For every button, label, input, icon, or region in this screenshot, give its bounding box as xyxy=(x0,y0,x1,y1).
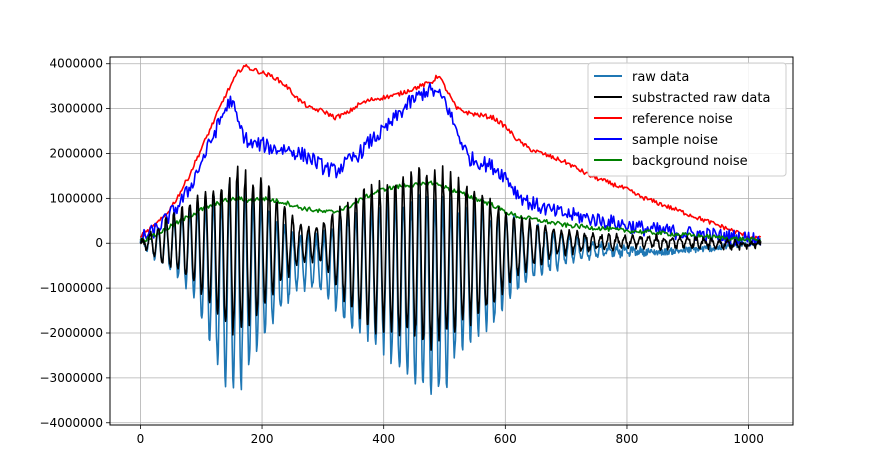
legend-label-raw-data: raw data xyxy=(632,70,689,85)
legend: raw data substracted raw data reference no… xyxy=(587,62,787,177)
x-tick-label: 0 xyxy=(137,432,145,446)
y-tick-label: −2000000 xyxy=(40,326,104,340)
y-tick-label: −1000000 xyxy=(40,281,104,295)
x-tick-label: 200 xyxy=(251,432,274,446)
y-tick-label: 4000000 xyxy=(50,57,103,71)
plot-area xyxy=(139,63,762,396)
legend-box xyxy=(587,62,787,177)
series-substracted-raw-data xyxy=(139,165,762,351)
y-tick-label: 1000000 xyxy=(50,191,103,205)
legend-label-reference-noise: reference noise xyxy=(632,112,733,127)
y-tick-label: −4000000 xyxy=(40,416,104,430)
legend-label-substracted-raw-data: substracted raw data xyxy=(632,91,770,106)
x-tick-label: 1000 xyxy=(733,432,764,446)
y-tick-label: 2000000 xyxy=(50,146,103,160)
x-tick-label: 600 xyxy=(494,432,517,446)
y-tick-label: 0 xyxy=(95,236,103,250)
series-reference-noise xyxy=(140,63,762,241)
axis-ticks: 0 200 400 600 800 1000 −4000000 −3000000 −200000… xyxy=(40,57,764,446)
series-sample-noise xyxy=(139,82,762,247)
y-tick-label: 3000000 xyxy=(50,102,103,116)
legend-label-sample-noise: sample noise xyxy=(632,133,718,148)
y-tick-label: −3000000 xyxy=(40,371,104,385)
x-tick-label: 800 xyxy=(616,432,639,446)
x-tick-label: 400 xyxy=(372,432,395,446)
legend-label-background-noise: background noise xyxy=(632,154,748,169)
axes-frame xyxy=(109,56,794,426)
